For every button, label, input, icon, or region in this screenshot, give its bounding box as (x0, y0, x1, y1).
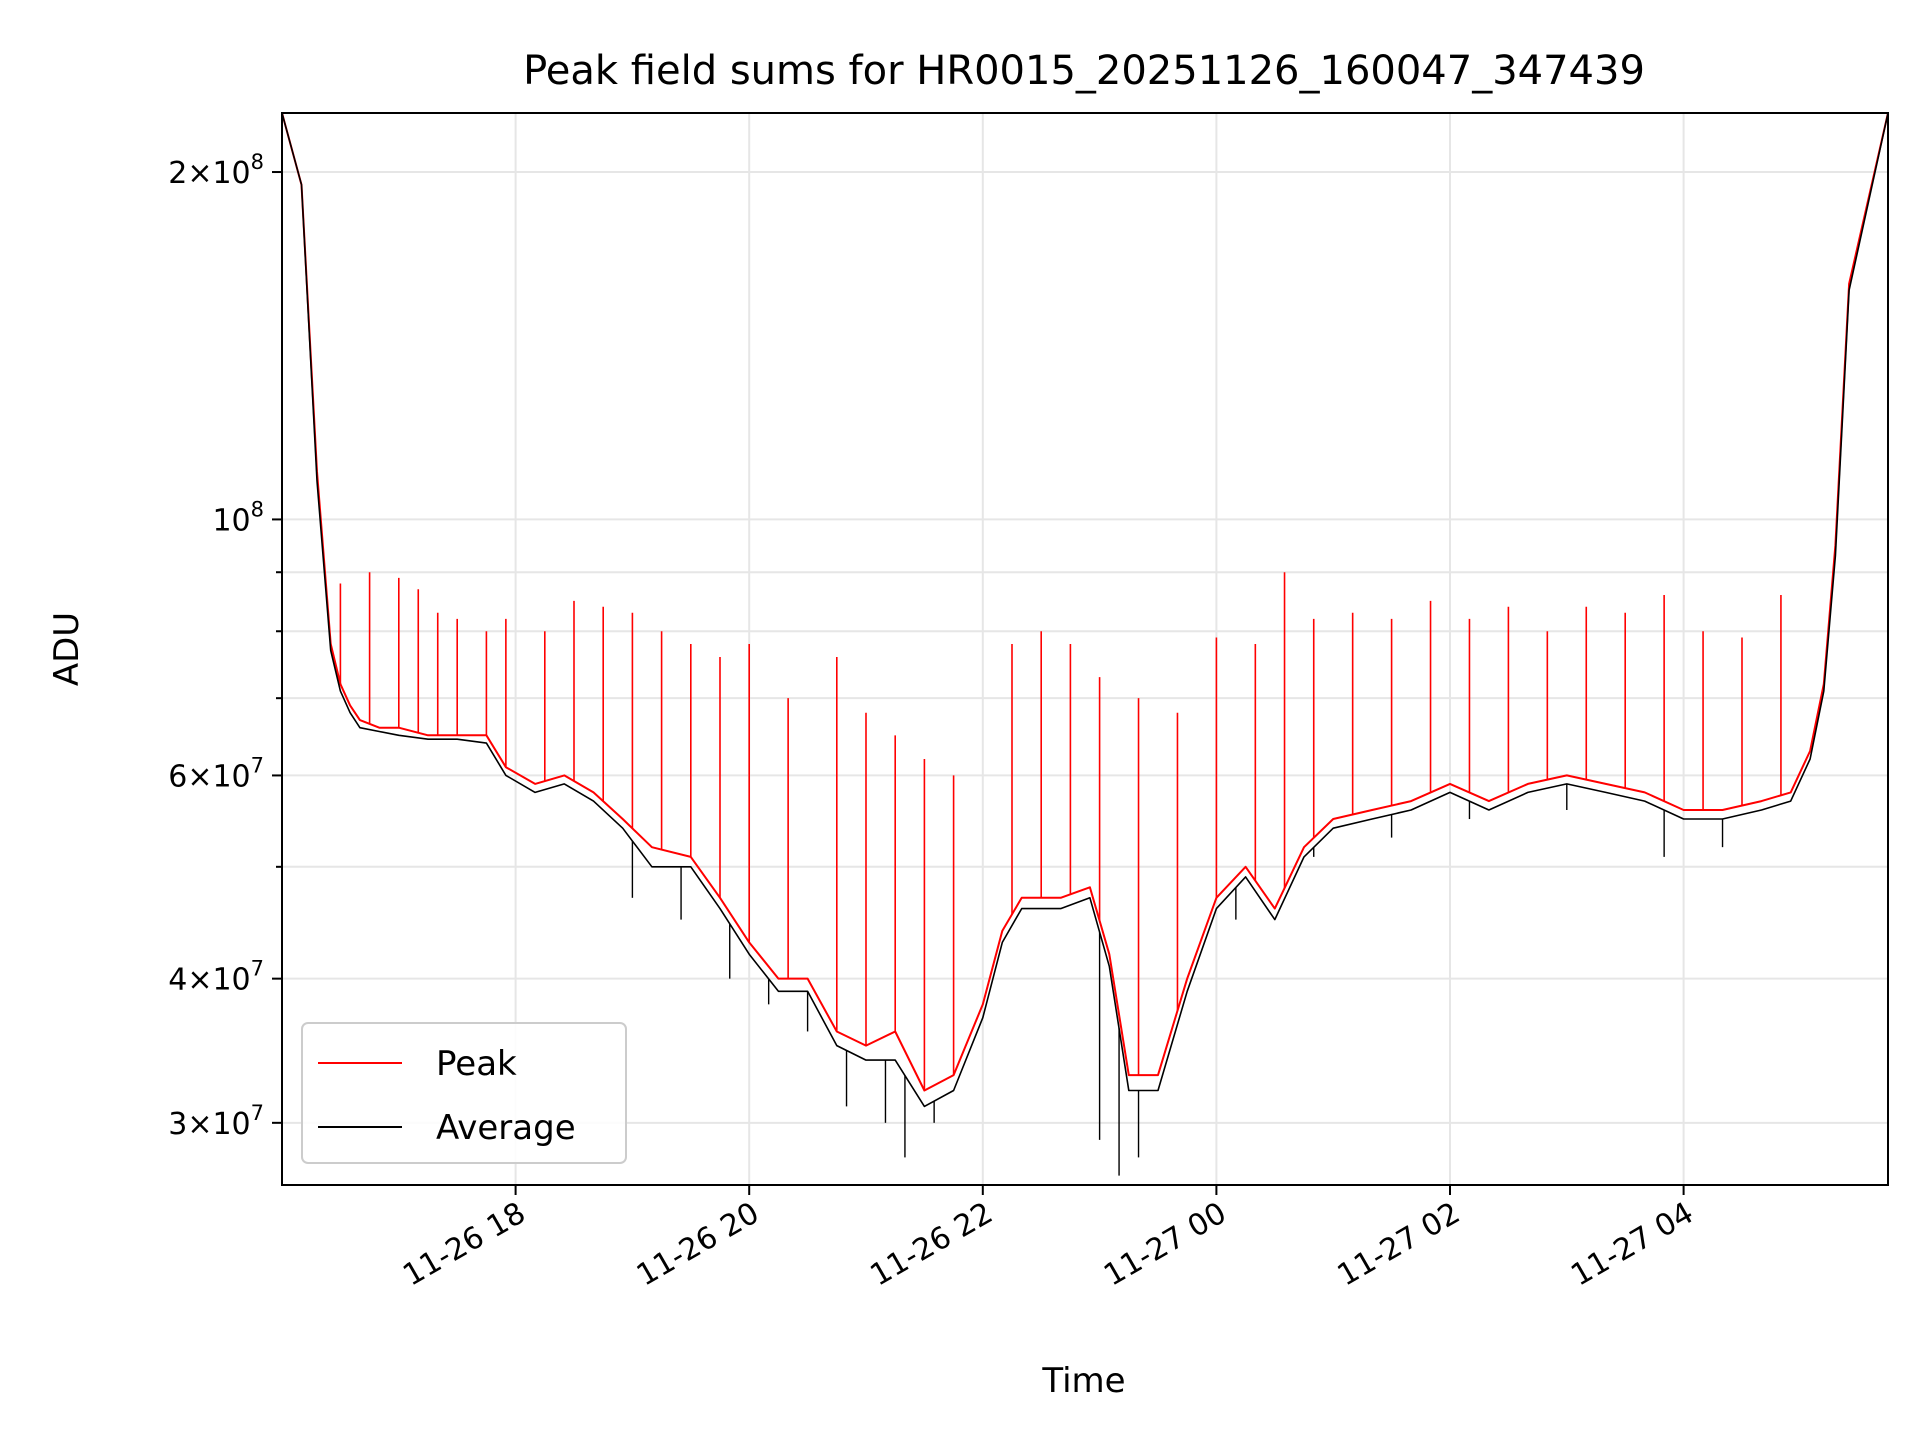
y-axis-label: ADU (47, 612, 87, 686)
chart-title: Peak field sums for HR0015_20251126_1600… (523, 48, 1645, 94)
y-tick-exponent: 7 (251, 1101, 264, 1125)
y-tick-mantissa: 2 (168, 156, 187, 191)
y-tick-mantissa: 6 (168, 759, 187, 794)
y-tick-label: 2×108 (168, 150, 264, 191)
y-tick-exponent: 7 (251, 753, 264, 777)
legend-label-average: Average (436, 1108, 576, 1148)
y-tick-exponent: 7 (251, 957, 264, 981)
y-tick-label: 108 (212, 497, 264, 538)
y-tick-times: ×10 (187, 963, 250, 998)
y-tick-label: 3×107 (168, 1101, 264, 1142)
legend: Peak Average (301, 1022, 627, 1164)
y-tick-mantissa: 4 (168, 963, 187, 998)
plot-frame (281, 112, 1889, 1186)
series-line-peak (282, 113, 1888, 1092)
y-tick-exponent: 8 (251, 150, 264, 174)
x-axis-label: Time (1041, 1361, 1125, 1401)
legend-label-peak: Peak (436, 1044, 517, 1084)
y-tick-exponent: 8 (251, 497, 264, 521)
y-tick-label: 4×107 (168, 957, 264, 998)
y-tick-times: ×10 (187, 759, 250, 794)
series-line-average (282, 113, 1888, 1108)
y-tick-times: 10 (212, 503, 250, 538)
y-tick-times: ×10 (187, 156, 250, 191)
y-tick-mantissa: 3 (168, 1107, 187, 1142)
y-tick-label: 6×107 (168, 753, 264, 794)
y-tick-times: ×10 (187, 1107, 250, 1142)
plot-layer (282, 113, 1888, 1176)
